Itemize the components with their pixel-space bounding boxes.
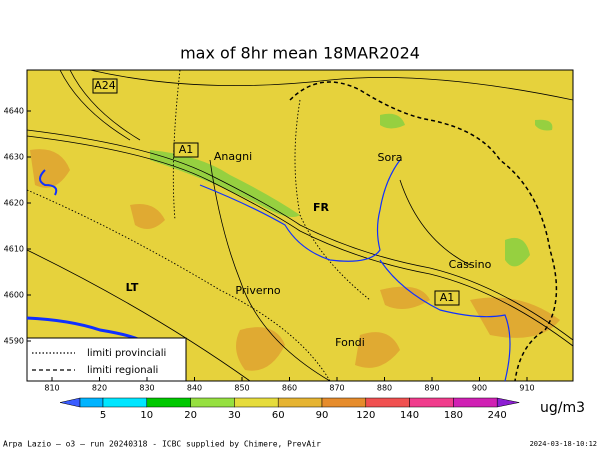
place-label: Cassino: [449, 258, 492, 271]
colorbar-label: 90: [316, 410, 329, 421]
map-frame: [26, 69, 574, 382]
y-tick-label: 4630: [4, 153, 24, 162]
y-tick-label: 4600: [4, 291, 24, 300]
colorbar-swatch: [79, 397, 104, 408]
x-tick-label: 860: [282, 384, 297, 393]
colorbar-label: 5: [100, 410, 106, 421]
rivers: [26, 159, 511, 382]
place-label: Sora: [378, 151, 403, 164]
place-label: Anagni: [214, 150, 252, 163]
map: limiti provinciali limiti regionali: [26, 69, 574, 382]
colorbar-swatch: [277, 397, 323, 408]
place-label: Fondi: [335, 336, 365, 349]
road-sign: [92, 78, 118, 94]
footer-left: Arpa Lazio — o3 — run 20240318 - ICBC su…: [3, 440, 321, 449]
colorbar-label: 20: [184, 410, 197, 421]
colorbar-label: 120: [356, 410, 375, 421]
footer-right: 2024-03-18-10:12: [530, 440, 597, 448]
colorbar-label: 180: [444, 410, 463, 421]
title: max of 8hr mean 18MAR2024: [180, 44, 420, 63]
colorbar-swatch: [234, 397, 279, 408]
place-label: A1: [440, 291, 455, 304]
colorbar-end: [59, 397, 81, 408]
roads: [26, 69, 574, 382]
x-tick-label: 810: [44, 384, 59, 393]
colorbar-label: 60: [272, 410, 285, 421]
colorbar-swatch: [409, 397, 454, 408]
colorbar-label: 10: [140, 410, 153, 421]
y-tick-label: 4590: [4, 337, 24, 346]
colorbar-swatch: [365, 397, 410, 408]
x-tick-label: 850: [234, 384, 249, 393]
x-tick-label: 870: [329, 384, 344, 393]
unit: ug/m3: [540, 400, 585, 416]
place-label: Priverno: [235, 284, 281, 297]
colorbar-label: 240: [488, 410, 507, 421]
x-tick-label: 900: [472, 384, 487, 393]
place-label: FR: [313, 201, 330, 214]
x-tick-label: 880: [377, 384, 392, 393]
road-sign: [173, 142, 199, 158]
colorbar-swatch: [146, 397, 191, 408]
y-tick-label: 4620: [4, 199, 24, 208]
x-tick-label: 910: [519, 384, 534, 393]
x-tick-label: 820: [92, 384, 107, 393]
y-tick-label: 4640: [4, 107, 24, 116]
legend-label: limiti regionali: [87, 365, 158, 376]
place-label: A24: [94, 79, 116, 92]
x-tick-label: 840: [187, 384, 202, 393]
colorbar-swatch: [190, 397, 235, 408]
y-tick-label: 4610: [4, 245, 24, 254]
colorbar-label: 140: [400, 410, 419, 421]
legend-box: [26, 337, 187, 382]
colorbar-swatch: [321, 397, 367, 408]
colorbar-end: [496, 397, 520, 408]
low-zones: [150, 113, 553, 267]
colorbar-swatch: [453, 397, 498, 408]
x-tick-label: 890: [424, 384, 439, 393]
provincial-borders: [26, 69, 371, 382]
road-sign: [434, 290, 460, 306]
x-tick-label: 830: [139, 384, 154, 393]
place-label: LT: [126, 281, 139, 294]
legend-label: limiti provinciali: [87, 348, 166, 359]
colorbar-swatch: [102, 397, 148, 408]
place-label: A1: [179, 143, 194, 156]
colorbar-label: 30: [228, 410, 241, 421]
